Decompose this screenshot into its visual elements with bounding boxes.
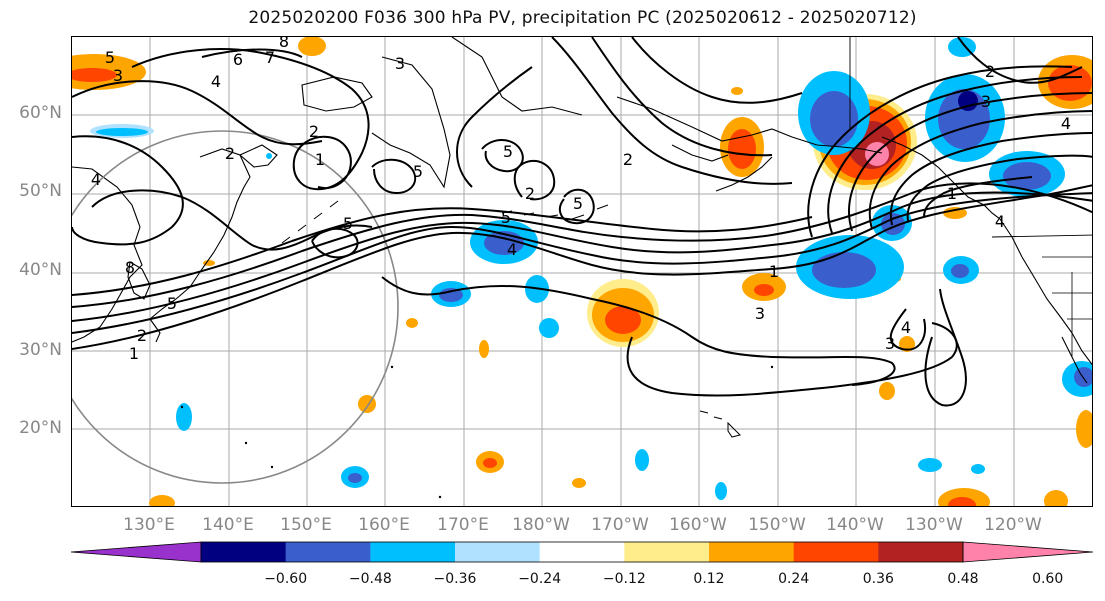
colorbar-tick-label: 0.60: [1032, 571, 1064, 587]
contour-label: 5: [501, 208, 511, 227]
contour-label: 1: [947, 184, 957, 203]
colorbar-swatch: [539, 542, 625, 562]
colorbar-swatch: [201, 542, 287, 562]
contour-label: 4: [1061, 114, 1071, 133]
contour-label: 5: [167, 294, 177, 313]
colorbar-border: [200, 541, 964, 563]
contour-label: 5: [343, 214, 353, 233]
contour-label: 3: [885, 334, 895, 353]
contour-label: 3: [395, 54, 405, 73]
lon-label-150w: 150°W: [748, 515, 806, 535]
colorbar-swatch: [624, 542, 710, 562]
colorbar: [70, 541, 1094, 563]
contour-label: 4: [995, 212, 1005, 231]
lon-label-160w: 160°W: [669, 515, 727, 535]
lon-label-160e: 160°E: [358, 515, 410, 535]
colorbar-tick-label: −0.36: [433, 571, 477, 587]
colorbar-swatch: [285, 542, 371, 562]
lon-label-120w: 120°W: [984, 515, 1042, 535]
colorbar-swatch: [709, 542, 795, 562]
lon-label-140w: 140°W: [826, 515, 884, 535]
contour-label: 2: [525, 184, 535, 203]
contour-label: 3: [981, 92, 991, 111]
precip-negative-shading: [90, 37, 1092, 500]
lon-label-130w: 130°W: [905, 515, 963, 535]
contour-label: 2: [225, 144, 235, 163]
lon-label-180w: 180°W: [512, 515, 570, 535]
map-title: 2025020200 F036 300 hPa PV, precipitatio…: [248, 8, 917, 28]
contour-label: 5: [503, 142, 513, 161]
contour-label: 1: [315, 150, 325, 169]
contour-label: 4: [507, 240, 517, 259]
lat-label-60n: 60°N: [19, 103, 62, 123]
colorbar-extension-high: [962, 541, 1094, 563]
lon-label-170e: 170°E: [437, 515, 489, 535]
contour-label: 4: [901, 318, 911, 337]
colorbar-tick-label: 0.24: [778, 571, 810, 587]
map-panel: 5 3 8 6 7 4 3 2 2 1 4 5 5 5 2 5 5 4 1 2 …: [71, 36, 1093, 507]
colorbar-tick-label: −0.24: [518, 571, 562, 587]
lon-label-170w: 170°W: [591, 515, 649, 535]
contour-label: 4: [91, 170, 101, 189]
lat-label-30n: 30°N: [19, 340, 62, 360]
lon-label-130e: 130°E: [123, 515, 175, 535]
colorbar-tick-label: 0.12: [693, 571, 725, 587]
colorbar-tick-label: −0.48: [348, 571, 392, 587]
lon-label-150e: 150°E: [280, 515, 332, 535]
lat-label-20n: 20°N: [19, 418, 62, 438]
contour-label: 4: [211, 72, 221, 91]
contour-label: 7: [265, 48, 275, 67]
contour-label: 2: [623, 150, 633, 169]
contour-label: 1: [769, 262, 779, 281]
contour-label: 3: [113, 66, 123, 85]
contour-labels: 5 3 8 6 7 4 3 2 2 1 4 5 5 5 2 5 5 4 1 2 …: [91, 37, 1071, 363]
pv-contours: [72, 37, 1092, 407]
region-circle: [72, 130, 399, 484]
contour-label: 5: [105, 48, 115, 67]
contour-label: 5: [573, 194, 583, 213]
colorbar-swatch: [370, 542, 456, 562]
contour-label: 2: [137, 326, 147, 345]
contour-label: 3: [755, 304, 765, 323]
colorbar-tick-label: 0.48: [947, 571, 979, 587]
colorbar-swatch: [878, 542, 964, 562]
contour-label: 2: [309, 122, 319, 141]
contour-label: 8: [279, 37, 289, 51]
lon-label-140e: 140°E: [202, 515, 254, 535]
graticule: [72, 37, 1092, 506]
contour-label: 6: [233, 50, 243, 69]
contour-label: 1: [129, 344, 139, 363]
contour-label: 2: [985, 62, 995, 81]
colorbar-extension-low: [70, 541, 202, 563]
colorbar-tick-label: 0.36: [862, 571, 894, 587]
lat-label-50n: 50°N: [19, 181, 62, 201]
colorbar-tick-label: −0.60: [264, 571, 308, 587]
colorbar-tick-label: −0.12: [602, 571, 646, 587]
colorbar-swatch: [793, 542, 879, 562]
contour-label: 5: [413, 162, 423, 181]
island-markers: [180, 365, 774, 499]
map-svg: 5 3 8 6 7 4 3 2 2 1 4 5 5 5 2 5 5 4 1 2 …: [72, 37, 1092, 506]
colorbar-swatch: [455, 542, 541, 562]
contour-label: 8: [125, 258, 135, 277]
lat-label-40n: 40°N: [19, 260, 62, 280]
